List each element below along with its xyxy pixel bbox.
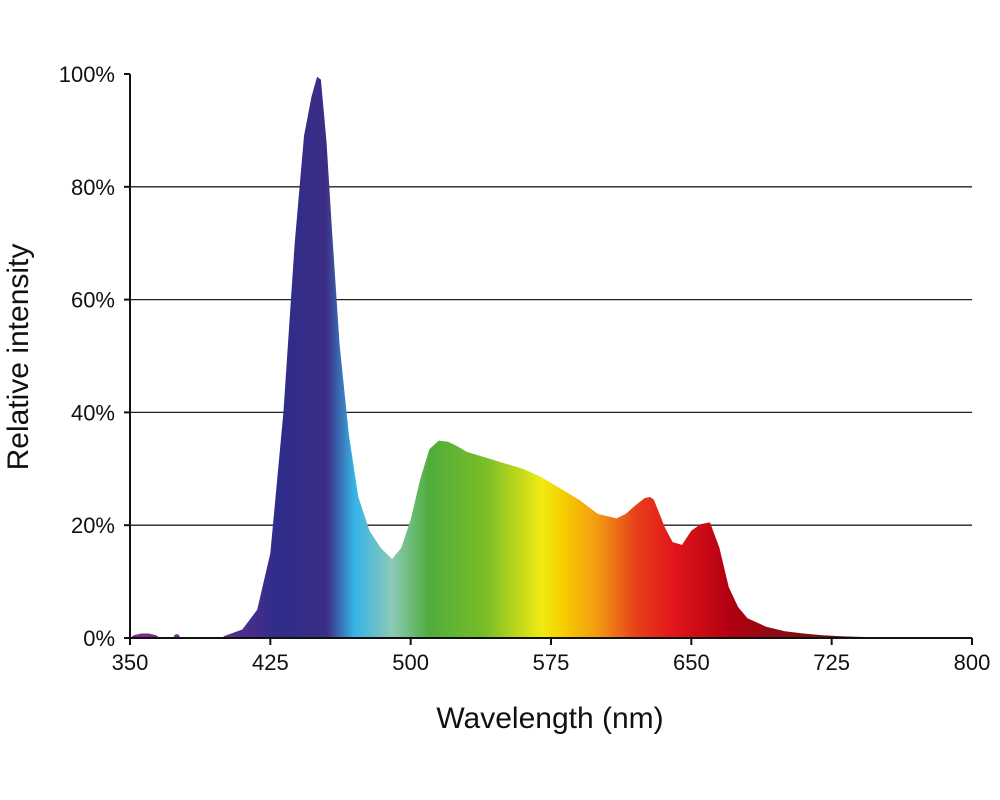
y-tick-label: 80% xyxy=(71,175,115,200)
x-tick-label: 575 xyxy=(533,650,570,675)
x-tick-label: 425 xyxy=(252,650,289,675)
gridlines xyxy=(130,186,972,526)
x-tick-label: 650 xyxy=(673,650,710,675)
x-tick-label: 800 xyxy=(954,650,991,675)
x-axis-ticks: 350 425 500 575 650 725 800 xyxy=(112,638,991,675)
y-tick-label: 20% xyxy=(71,513,115,538)
y-axis-title: Relative intensity xyxy=(2,244,35,471)
x-tick-label: 350 xyxy=(112,650,149,675)
x-axis-title: Wavelength (nm) xyxy=(436,702,663,735)
spectrum-area xyxy=(223,76,888,639)
y-axis-ticks: 0% 20% 40% 60% 80% 100% xyxy=(59,62,130,651)
x-tick-label: 500 xyxy=(392,650,429,675)
y-tick-label: 0% xyxy=(83,626,115,651)
y-tick-label: 100% xyxy=(59,62,115,87)
spectrum-area xyxy=(130,633,160,638)
plot-area xyxy=(130,76,888,639)
y-tick-label: 40% xyxy=(71,400,115,425)
x-tick-label: 725 xyxy=(813,650,850,675)
y-tick-label: 60% xyxy=(71,288,115,313)
